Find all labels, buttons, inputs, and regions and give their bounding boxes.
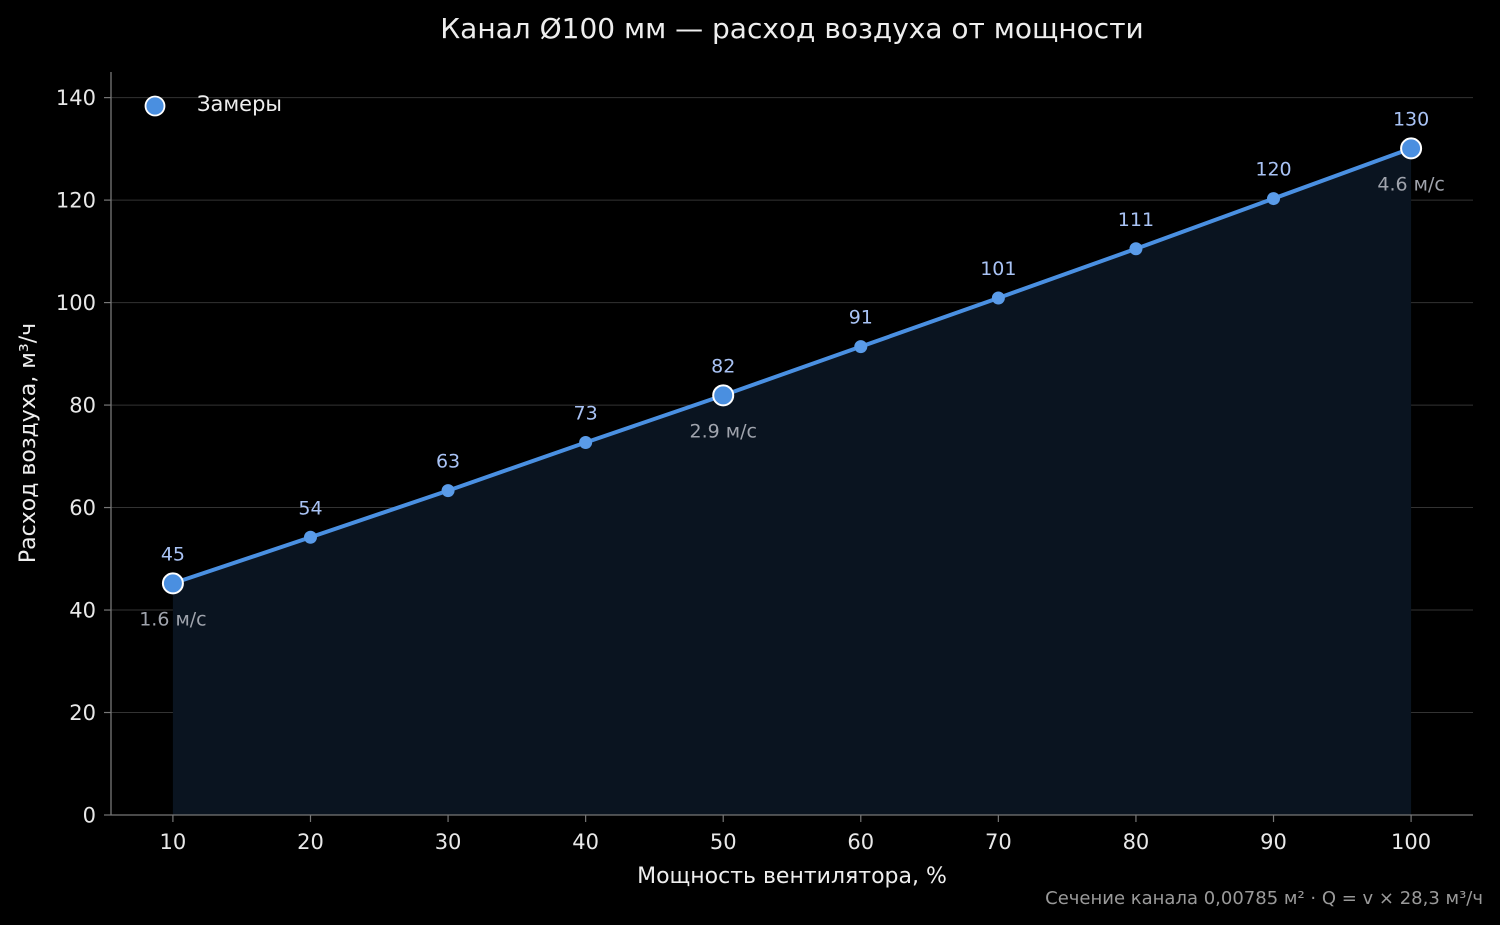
area-fill-group: [172, 148, 1412, 815]
area-fill: [172, 148, 1412, 815]
data-point-80: [1129, 242, 1143, 256]
x-tick-label-80: 80: [1123, 830, 1150, 854]
footnote: Сечение канала 0,00785 м² · Q = v × 28,3…: [1045, 888, 1483, 909]
axes: 0 20 40 60 80 100 120 140 10 20 30 40 50 60 70 80 90 100: [56, 72, 1473, 854]
value-label-10: 45: [161, 543, 185, 565]
y-tick-label-80: 80: [69, 394, 96, 418]
y-tick-label-120: 120: [56, 189, 96, 213]
y-tick-label-100: 100: [56, 291, 96, 315]
data-point-30: [441, 484, 455, 498]
y-tick-label-40: 40: [69, 599, 96, 623]
value-label-20: 54: [298, 497, 322, 519]
value-label-90: 120: [1255, 159, 1291, 181]
speed-label-50: 2.9 м/с: [689, 420, 756, 442]
x-tick-label-50: 50: [710, 830, 737, 854]
x-tick-label-10: 10: [160, 830, 187, 854]
speed-label-100: 4.6 м/с: [1377, 173, 1444, 195]
data-point-20: [303, 530, 317, 544]
series-line: [170, 146, 1414, 586]
y-tick-label-140: 140: [56, 86, 96, 110]
x-axis-label: Мощность вентилятора, %: [637, 864, 947, 889]
y-tick-label-20: 20: [69, 701, 96, 725]
x-tick-label-90: 90: [1260, 830, 1287, 854]
legend-marker: [144, 95, 166, 117]
measurement-point-100: [1400, 137, 1423, 160]
data-point-40: [579, 435, 593, 449]
measurement-point-10: [161, 572, 184, 595]
series-group: [161, 137, 1423, 595]
x-tick-label-40: 40: [572, 830, 599, 854]
data-point-70: [991, 291, 1005, 305]
x-tick-label-20: 20: [297, 830, 324, 854]
chart-title: Канал Ø100 мм — расход воздуха от мощнос…: [440, 12, 1143, 45]
data-point-90: [1267, 192, 1281, 206]
x-tick-label-70: 70: [985, 830, 1012, 854]
x-tick-label-100: 100: [1391, 830, 1431, 854]
y-tick-label-60: 60: [69, 496, 96, 520]
value-label-50: 82: [711, 355, 735, 377]
x-tick-label-30: 30: [435, 830, 462, 854]
legend-label: Замеры: [197, 92, 282, 116]
speed-label-10: 1.6 м/с: [139, 608, 206, 630]
data-labels-group: 1.6 м/с 2.9 м/с 4.6 м/с 45 54 63 73 82 91 101 111 1…: [139, 108, 1445, 630]
y-tick-label-0: 0: [83, 804, 96, 828]
value-label-100: 130: [1393, 108, 1429, 130]
value-label-60: 91: [849, 307, 873, 329]
measurement-point-50: [712, 384, 735, 407]
value-label-70: 101: [980, 258, 1016, 280]
value-label-80: 111: [1118, 209, 1154, 231]
legend: Замеры: [144, 92, 282, 117]
x-tick-label-60: 60: [847, 830, 874, 854]
value-label-40: 73: [574, 402, 598, 424]
value-label-30: 63: [436, 451, 460, 473]
y-axis-label: Расход воздуха, м³/ч: [16, 323, 41, 563]
data-point-60: [854, 340, 868, 354]
